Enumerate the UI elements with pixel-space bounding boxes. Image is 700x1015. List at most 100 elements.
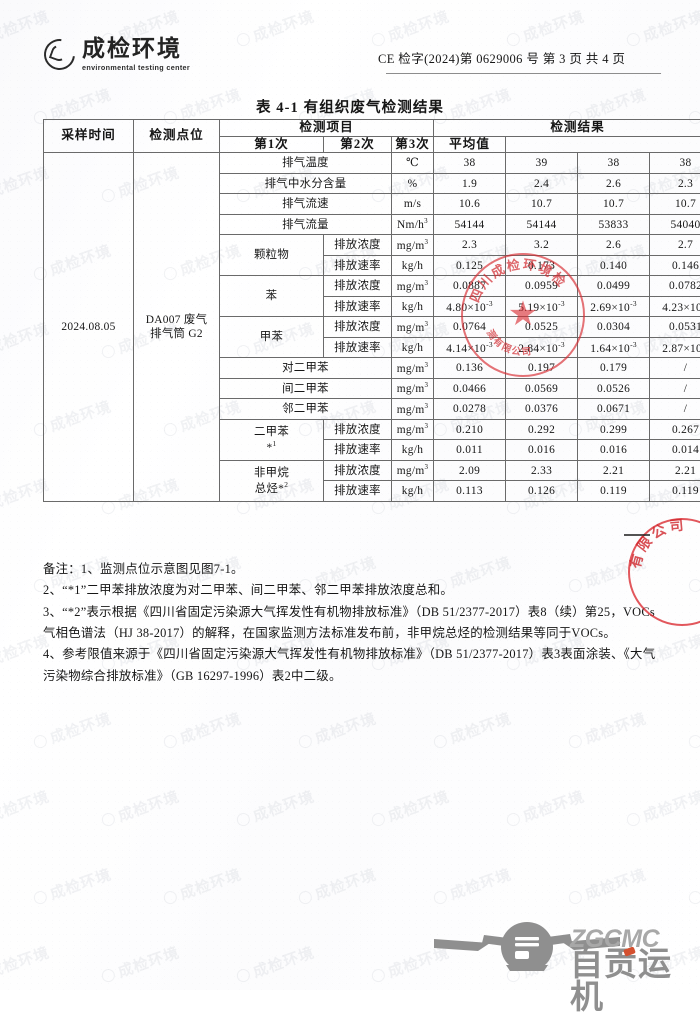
cell-run2: 0.016 xyxy=(506,440,578,461)
watermark-text: 成检环境 xyxy=(234,941,317,987)
watermark-text: 成检环境 xyxy=(369,785,452,831)
watermark-label: 成检环境 xyxy=(177,863,244,904)
watermark-text: 成检环境 xyxy=(99,785,182,831)
th-sample-time: 采样时间 xyxy=(44,120,134,153)
watermark-ring-icon xyxy=(505,811,522,828)
watermark-text: 成检环境 xyxy=(431,863,514,909)
cell-unit: Nm/h3 xyxy=(392,214,434,235)
watermark-ring-icon xyxy=(162,889,179,906)
watermark-text: 成检环境 xyxy=(686,863,700,909)
watermark-label: 成检环境 xyxy=(582,863,649,904)
watermark-text: 成检环境 xyxy=(296,863,379,909)
notes-block: 备注：1、监测点位示意图见图7-1。 2、“*1”二甲苯排放浓度为对二甲苯、间二… xyxy=(43,559,663,687)
cell-unit: mg/m3 xyxy=(392,358,434,379)
watermark-text: 成检环境 xyxy=(686,551,700,597)
cell-run1: 2.09 xyxy=(434,460,506,481)
th-run3: 第3次 xyxy=(392,136,434,153)
watermark-text: 成检环境 xyxy=(161,863,244,909)
table-title: 表 4-1 有组织废气检测结果 xyxy=(0,96,700,117)
cell-unit: ℃ xyxy=(392,153,434,174)
cell-test-item: 排气流速 xyxy=(220,194,392,215)
note-4-line-2: 污染物综合排放标准》（GB 16297-1996）表2中二级。 xyxy=(43,666,663,687)
cell-run2: 0.0525 xyxy=(506,317,578,338)
cell-run1: 0.0887 xyxy=(434,276,506,297)
cell-run2: 54144 xyxy=(506,214,578,235)
watermark-label: 成检环境 xyxy=(115,941,182,982)
watermark-label: 成检环境 xyxy=(447,707,514,748)
watermark-ring-icon xyxy=(687,577,700,594)
cell-run2: 3.2 xyxy=(506,235,578,256)
cell-run1: 38 xyxy=(434,153,506,174)
watermark-label: 成检环境 xyxy=(250,941,317,982)
cell-run1: 0.136 xyxy=(434,358,506,379)
note-3-line-1: 3、“*2”表示根据《四川省固定污染源大气挥发性有机物排放标准》（DB 51/2… xyxy=(43,602,663,623)
cell-average: 0.267 xyxy=(650,419,700,440)
note-3-line-2: 气相色谱法（HJ 38-2017）的解释，在国家监测方法标准发布前，非甲烷总烃的… xyxy=(43,623,663,644)
cell-run3: 0.299 xyxy=(578,419,650,440)
cell-run2: 2.84×10-3 xyxy=(506,337,578,358)
cell-unit: mg/m3 xyxy=(392,460,434,481)
cell-test-item: 排放浓度 xyxy=(324,235,392,256)
watermark-text: 成检环境 xyxy=(296,707,379,753)
watermark-ring-icon xyxy=(235,967,252,984)
watermark-ring-icon xyxy=(432,889,449,906)
header-rule xyxy=(386,73,661,74)
cell-run3: 1.64×10-3 xyxy=(578,337,650,358)
footer-logo-name: 自贡运机 xyxy=(570,947,684,1013)
cell-run1: 54144 xyxy=(434,214,506,235)
watermark-label: 成检环境 xyxy=(447,863,514,904)
cell-run1: 4.14×10-3 xyxy=(434,337,506,358)
th-monitor-point: 检测点位 xyxy=(134,120,220,153)
watermark-ring-icon xyxy=(162,733,179,750)
table-header-row-1: 采样时间 检测点位 检测项目 检测结果 参考 限值 xyxy=(44,120,700,137)
watermark-text: 成检环境 xyxy=(31,707,114,753)
watermark-ring-icon xyxy=(297,889,314,906)
cell-run2: 10.7 xyxy=(506,194,578,215)
watermark-text: 成检环境 xyxy=(431,707,514,753)
cell-test-item: 排气中水分含量 xyxy=(220,173,392,194)
cell-unit: kg/h xyxy=(392,440,434,461)
watermark-label: 成检环境 xyxy=(115,785,182,826)
cell-unit: kg/h xyxy=(392,481,434,502)
watermark-label: 成检环境 xyxy=(177,707,244,748)
cell-run2: 0.197 xyxy=(506,358,578,379)
watermark-label: 成检环境 xyxy=(385,785,452,826)
cell-run1: 0.0764 xyxy=(434,317,506,338)
cell-unit: kg/h xyxy=(392,255,434,276)
cell-unit: mg/m3 xyxy=(392,399,434,420)
watermark-text: 成检环境 xyxy=(504,785,587,831)
watermark-label: 成检环境 xyxy=(312,707,379,748)
document-page: 成检环境成检环境成检环境成检环境成检环境成检环境成检环境成检环境成检环境成检环境… xyxy=(0,0,700,990)
cell-run3: 10.7 xyxy=(578,194,650,215)
cell-average: 0.0531 xyxy=(650,317,700,338)
cell-run3: 0.0304 xyxy=(578,317,650,338)
watermark-text: 成检环境 xyxy=(161,707,244,753)
watermark-label: 成检环境 xyxy=(47,863,114,904)
watermark-ring-icon xyxy=(567,889,584,906)
th-results: 检测结果 xyxy=(434,120,700,137)
cell-run3: 0.0671 xyxy=(578,399,650,420)
cell-average: 0.146 xyxy=(650,255,700,276)
cell-average: 38 xyxy=(650,153,700,174)
table-head: 采样时间 检测点位 检测项目 检测结果 参考 限值 第1次 第2次 第3次 平均… xyxy=(44,120,700,153)
cell-run2: 2.33 xyxy=(506,460,578,481)
cell-run1: 0.210 xyxy=(434,419,506,440)
watermark-ring-icon xyxy=(432,733,449,750)
cell-run3: 2.6 xyxy=(578,235,650,256)
cell-run1: 0.011 xyxy=(434,440,506,461)
watermark-text: 成检环境 xyxy=(624,785,700,831)
cell-run3: 2.6 xyxy=(578,173,650,194)
cell-test-item: 排放速率 xyxy=(324,440,392,461)
cell-test-item: 排气流量 xyxy=(220,214,392,235)
watermark-label: 成检环境 xyxy=(0,941,52,982)
cell-group-nmhc: 非甲烷总烃*2 xyxy=(220,460,324,501)
cell-run3: 38 xyxy=(578,153,650,174)
cell-average: 0.014 xyxy=(650,440,700,461)
watermark-label: 成检环境 xyxy=(312,863,379,904)
cell-run3: 0.179 xyxy=(578,358,650,379)
cell-average: 2.3 xyxy=(650,173,700,194)
watermark-label: 成检环境 xyxy=(0,785,52,826)
watermark-label: 成检环境 xyxy=(520,785,587,826)
